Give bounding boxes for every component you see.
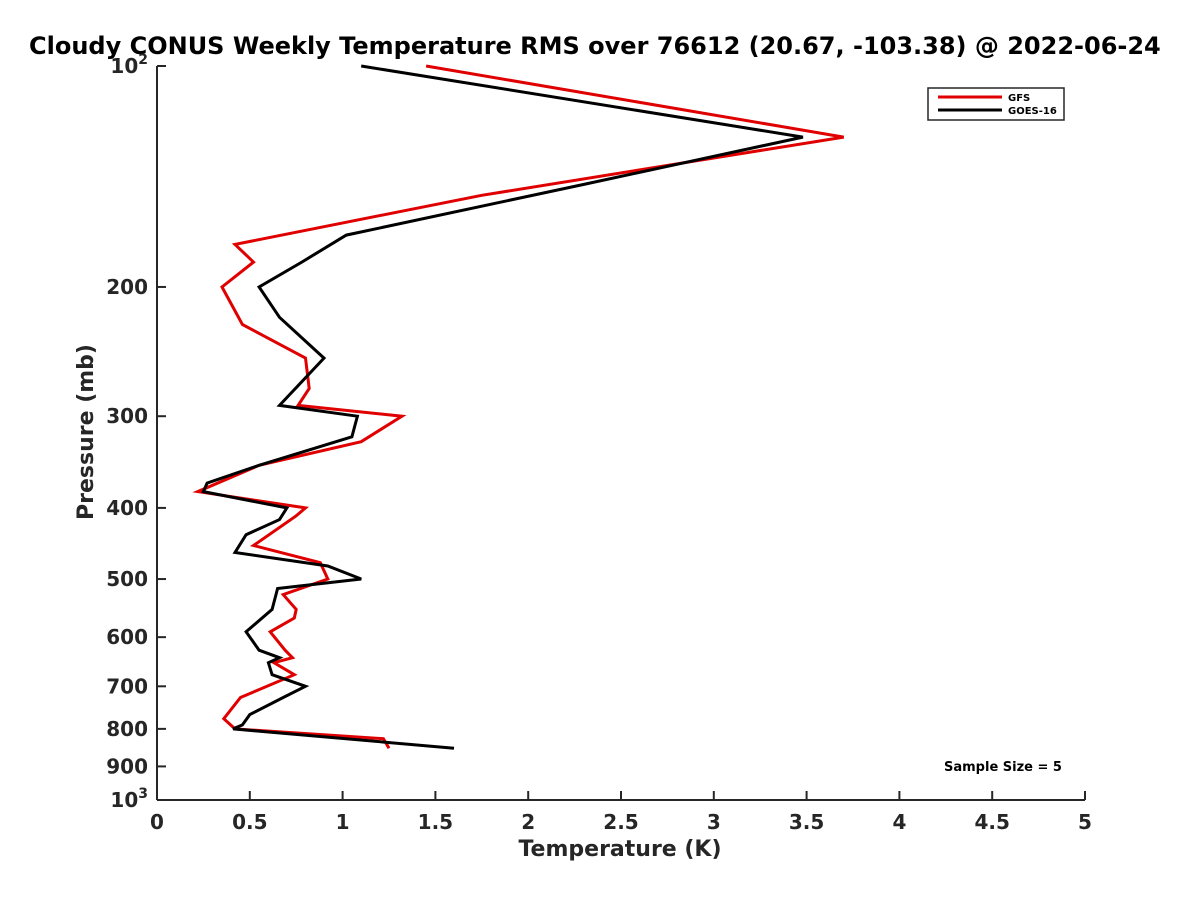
- legend-box: [927, 87, 1065, 121]
- x-tick-label: 1.5: [418, 810, 453, 834]
- y-tick-label: 400: [106, 496, 148, 520]
- plot-background: [157, 66, 1085, 800]
- x-tick-label: 2: [521, 810, 535, 834]
- series-layer: [192, 64, 844, 750]
- y-tick-label: 500: [106, 567, 148, 591]
- series-line-goes-16: [201, 64, 804, 750]
- y-axis-title: Pressure (mb): [74, 344, 99, 520]
- x-tick-label: 3: [707, 810, 721, 834]
- y-tick-label: 102: [110, 52, 148, 78]
- x-tick-label: 0: [150, 810, 164, 834]
- x-tick-label: 0.5: [232, 810, 267, 834]
- x-tick-label: 2.5: [603, 810, 638, 834]
- y-tick-label: 300: [106, 404, 148, 428]
- legend-label: GFS: [1008, 93, 1030, 104]
- legend: GFS GOES-16: [927, 87, 1065, 121]
- y-tick-label: 800: [106, 717, 148, 741]
- y-tick-label: 700: [106, 674, 148, 698]
- plot-area: [157, 66, 1085, 800]
- x-tick-label: 4: [892, 810, 906, 834]
- y-tick-label: 600: [106, 625, 148, 649]
- y-tick-label: 900: [106, 754, 148, 778]
- chart-title: Cloudy CONUS Weekly Temperature RMS over…: [29, 32, 1161, 60]
- x-tick-label: 5: [1078, 810, 1092, 834]
- x-tick-label: 1: [336, 810, 350, 834]
- y-tick-label: 103: [110, 786, 148, 812]
- series-line-gfs: [192, 64, 844, 749]
- sample-size-annotation: Sample Size = 5: [944, 760, 1062, 775]
- x-tick-label: 4.5: [974, 810, 1009, 834]
- x-axis-title: Temperature (K): [518, 837, 721, 862]
- legend-label: GOES-16: [1008, 106, 1057, 117]
- axes: 0 0.5 1 1.5 2 2.5 3 3.5 4 4.5 5 102 200 300 400 500 600 7…: [106, 52, 1092, 834]
- y-tick-label: 200: [106, 275, 148, 299]
- x-tick-label: 3.5: [789, 810, 824, 834]
